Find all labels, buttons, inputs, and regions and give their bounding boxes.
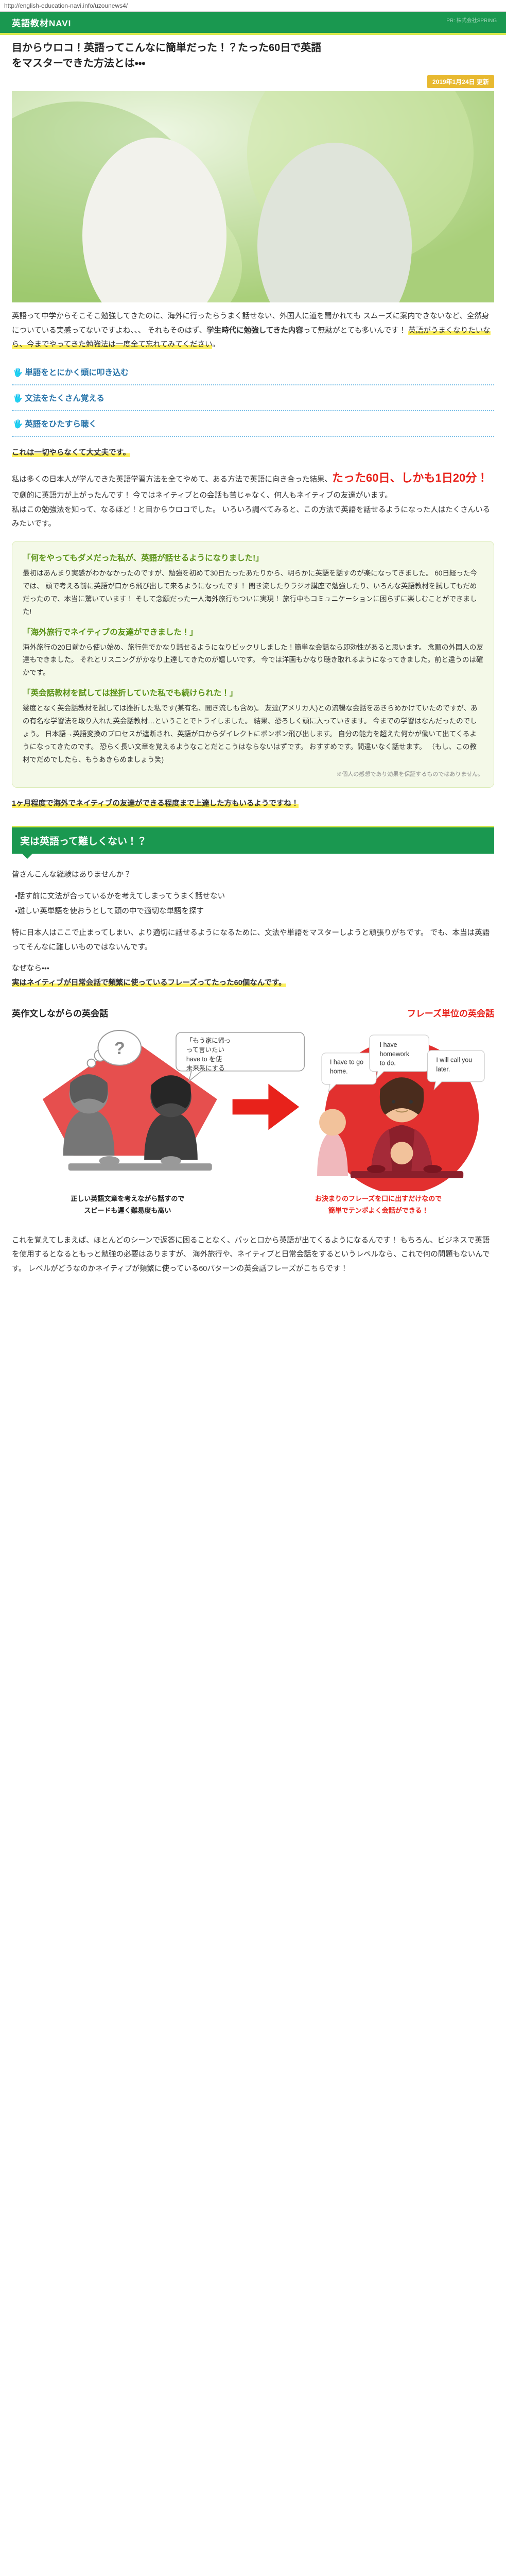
svg-text:have to を使: have to を使 bbox=[186, 1055, 222, 1062]
svg-text:homework: homework bbox=[380, 1050, 410, 1057]
svg-text:later.: later. bbox=[436, 1065, 450, 1073]
svg-text:?: ? bbox=[114, 1038, 125, 1058]
svg-text:I will call you: I will call you bbox=[436, 1056, 472, 1063]
svg-text:to do.: to do. bbox=[380, 1059, 396, 1066]
svg-text:未来系にする: 未来系にする bbox=[186, 1064, 225, 1072]
svg-text:I have: I have bbox=[380, 1041, 397, 1048]
svg-text:I have to go: I have to go bbox=[330, 1058, 363, 1065]
svg-text:home.: home. bbox=[330, 1067, 348, 1075]
svg-text:「もう家に帰っ: 「もう家に帰っ bbox=[186, 1036, 231, 1044]
svg-text:って言いたい: って言いたい bbox=[186, 1046, 224, 1053]
